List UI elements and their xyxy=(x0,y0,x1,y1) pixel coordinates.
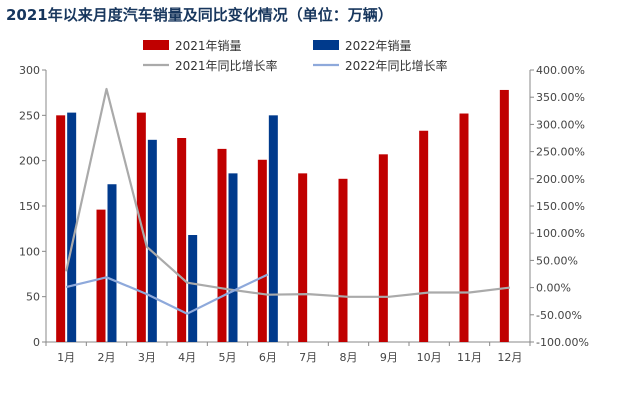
left-tick-label: 150 xyxy=(19,200,40,213)
right-tick-label: -50.00% xyxy=(536,309,582,322)
x-tick-label: 4月 xyxy=(178,351,196,364)
x-tick-label: 7月 xyxy=(299,351,317,364)
right-tick-label: 300.00% xyxy=(536,118,585,131)
bar-1-6 xyxy=(257,159,267,342)
x-tick-label: 2月 xyxy=(98,351,116,364)
right-tick-label: 50.00% xyxy=(536,254,578,267)
right-tick-label: -100.00% xyxy=(536,336,589,349)
right-tick-label: 200.00% xyxy=(536,173,585,186)
x-tick-label: 10月 xyxy=(417,351,442,364)
bar-2-1 xyxy=(67,112,77,342)
bar-2-6 xyxy=(268,115,278,342)
left-tick-label: 200 xyxy=(19,155,40,168)
x-tick-label: 1月 xyxy=(57,351,75,364)
bar-1-10 xyxy=(419,130,429,342)
left-tick-label: 0 xyxy=(33,336,40,349)
right-tick-label: 250.00% xyxy=(536,146,585,159)
bar-2-4 xyxy=(188,235,198,342)
left-tick-label: 250 xyxy=(19,109,40,122)
right-tick-label: 0.00% xyxy=(536,282,571,295)
x-tick-label: 6月 xyxy=(259,351,277,364)
legend-label-1: 2021年销量 xyxy=(175,39,242,53)
bar-1-9 xyxy=(378,154,388,342)
legend-label-3: 2021年同比增长率 xyxy=(175,58,278,73)
bar-1-11 xyxy=(459,113,469,343)
left-tick-label: 100 xyxy=(19,245,40,258)
bar-1-4 xyxy=(177,138,187,342)
chart-title: 2021年以来月度汽车销量及同比变化情况（单位：万辆） xyxy=(6,6,393,24)
right-tick-label: 400.00% xyxy=(536,64,585,77)
right-tick-label: 150.00% xyxy=(536,200,585,213)
bar-1-1 xyxy=(56,115,66,342)
right-tick-label: 100.00% xyxy=(536,227,585,240)
left-tick-label: 50 xyxy=(26,291,40,304)
bar-1-5 xyxy=(217,148,227,342)
left-tick-label: 300 xyxy=(19,64,40,77)
bar-1-2 xyxy=(96,209,106,342)
bar-1-12 xyxy=(499,89,509,343)
x-tick-label: 3月 xyxy=(138,351,156,364)
x-tick-label: 8月 xyxy=(340,351,358,364)
x-tick-label: 12月 xyxy=(497,351,522,364)
right-tick-label: 350.00% xyxy=(536,91,585,104)
line-series-2 xyxy=(65,273,269,315)
legend-label-4: 2022年同比增长率 xyxy=(345,58,448,73)
legend-label-2: 2022年销量 xyxy=(345,39,412,53)
legend-swatch-2 xyxy=(313,40,339,50)
legend-swatch-1 xyxy=(143,40,169,50)
x-tick-label: 9月 xyxy=(380,351,398,364)
bar-2-2 xyxy=(107,184,117,342)
bar-2-3 xyxy=(147,139,157,342)
x-tick-label: 11月 xyxy=(457,351,482,364)
x-tick-label: 5月 xyxy=(219,351,237,364)
bar-1-8 xyxy=(338,178,348,342)
bar-2-5 xyxy=(228,173,238,342)
line-series-1 xyxy=(65,87,510,298)
bar-1-7 xyxy=(298,173,308,342)
